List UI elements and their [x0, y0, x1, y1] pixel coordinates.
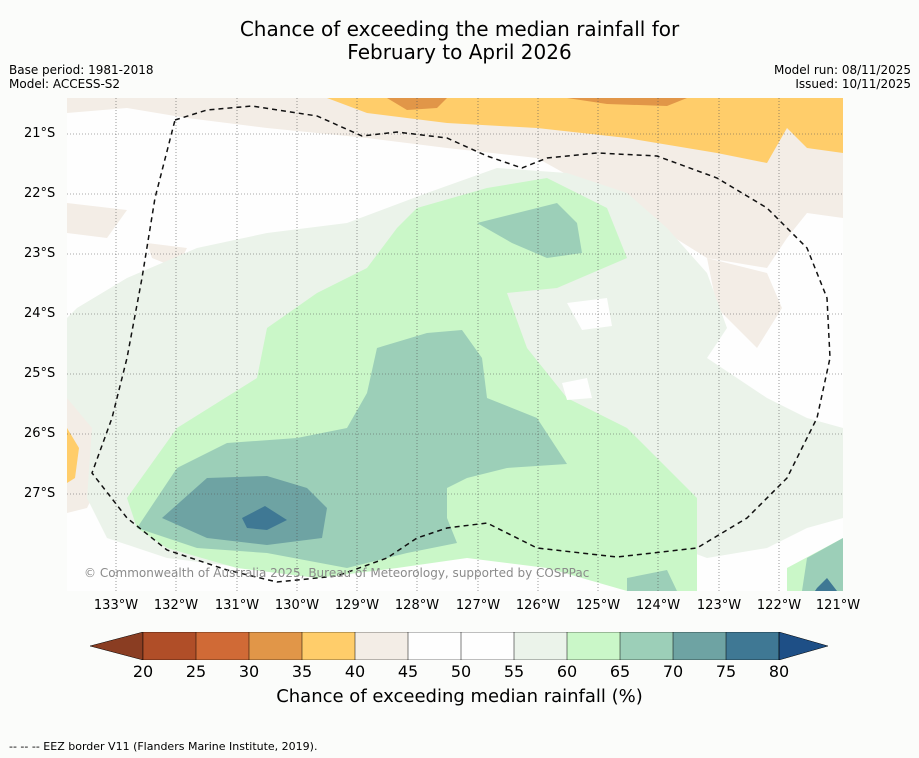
colorbar-swatch-50-55	[461, 632, 514, 660]
lon-label-125w: 125°W	[575, 598, 621, 613]
map-title: Chance of exceeding the median rainfall …	[0, 18, 919, 64]
colorbar	[90, 632, 829, 660]
issued-date: Issued: 10/11/2025	[795, 77, 911, 91]
lon-label-132w: 132°W	[153, 598, 199, 613]
contour-45-east	[707, 258, 782, 348]
lat-label-21s: 21°S	[24, 126, 56, 141]
colorbar-tick-40: 40	[344, 662, 366, 681]
colorbar-swatch-60-65	[567, 632, 620, 660]
lon-label-127w: 127°W	[455, 598, 501, 613]
title-line-1: Chance of exceeding the median rainfall …	[239, 17, 680, 41]
colorbar-swatch-35-40	[302, 632, 355, 660]
colorbar-tick-45: 45	[397, 662, 419, 681]
colorbar-tick-20: 20	[132, 662, 154, 681]
contour-75	[242, 506, 287, 530]
legend-footer: -- -- -- EEZ border V11 (Flanders Marine…	[9, 740, 318, 753]
colorbar-swatch-40-45	[355, 632, 408, 660]
colorbar-swatch-55-60	[514, 632, 567, 660]
lon-label-126w: 126°W	[515, 598, 561, 613]
title-line-2: February to April 2026	[347, 40, 572, 64]
colorbar-tick-65: 65	[609, 662, 631, 681]
colorbar-tick-70: 70	[662, 662, 684, 681]
lon-label-130w: 130°W	[274, 598, 320, 613]
colorbar-swatch-25-30	[196, 632, 249, 660]
contour-70	[162, 476, 327, 545]
graticule	[67, 98, 843, 591]
colorbar-tick-35: 35	[291, 662, 313, 681]
colorbar-tick-25: 25	[185, 662, 207, 681]
model-name: Model: ACCESS-S2	[9, 77, 121, 91]
lat-label-24s: 24°S	[24, 306, 56, 321]
base-period: Base period: 1981-2018	[9, 63, 154, 77]
colorbar-swatch-75-80	[726, 632, 779, 660]
contour-45-west	[67, 203, 127, 238]
colorbar-tick-80: 80	[768, 662, 790, 681]
colorbar-tick-60: 60	[556, 662, 578, 681]
lon-label-128w: 128°W	[394, 598, 440, 613]
forecast-map	[67, 98, 843, 591]
colorbar-over-arrow	[778, 632, 829, 660]
meta-right: Model run: 08/11/2025 Issued: 10/11/2025	[774, 63, 911, 91]
meta-left: Base period: 1981-2018 Model: ACCESS-S2	[9, 63, 154, 91]
colorbar-label: Chance of exceeding median rainfall (%)	[276, 686, 643, 707]
contour-65-north	[477, 203, 582, 258]
colorbar-swatch-70-75	[673, 632, 726, 660]
lon-label-129w: 129°W	[334, 598, 380, 613]
colorbar-swatch-30-35	[249, 632, 302, 660]
contour-35-west	[67, 428, 79, 483]
lon-label-121w: 121°W	[815, 598, 861, 613]
contour-65-south	[627, 570, 677, 591]
lat-label-27s: 27°S	[24, 486, 56, 501]
colorbar-tick-75: 75	[715, 662, 737, 681]
colorbar-tick-50: 50	[450, 662, 472, 681]
lon-label-124w: 124°W	[635, 598, 681, 613]
map-canvas	[67, 98, 843, 591]
contour-75-se	[815, 578, 837, 591]
colorbar-dividers	[142, 632, 780, 660]
lon-label-133w: 133°W	[93, 598, 139, 613]
colorbar-tick-55: 55	[503, 662, 525, 681]
colorbar-swatch-65-70	[620, 632, 673, 660]
contour-30-north-2	[567, 98, 687, 106]
lon-label-131w: 131°W	[214, 598, 260, 613]
colorbar-swatch-45-50	[408, 632, 461, 660]
lat-label-25s: 25°S	[24, 366, 56, 381]
contour-65-se	[802, 538, 843, 591]
lon-label-122w: 122°W	[756, 598, 802, 613]
copyright-notice: © Commonwealth of Australia 2025, Bureau…	[84, 566, 590, 580]
lat-label-23s: 23°S	[24, 246, 56, 261]
lon-label-123w: 123°W	[696, 598, 742, 613]
white-patch-2	[562, 378, 592, 400]
lat-label-22s: 22°S	[24, 186, 56, 201]
model-run: Model run: 08/11/2025	[773, 63, 911, 77]
colorbar-tick-30: 30	[238, 662, 260, 681]
lat-label-26s: 26°S	[24, 426, 56, 441]
contour-35-north	[327, 98, 843, 163]
colorbar-swatch-20-25	[143, 632, 196, 660]
eez-border	[91, 105, 831, 583]
colorbar-under-arrow	[90, 632, 144, 660]
